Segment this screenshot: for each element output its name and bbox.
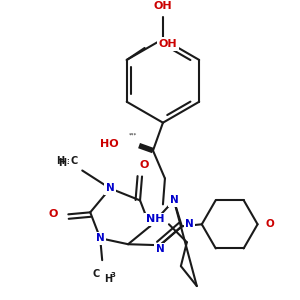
Text: 3: 3 [66,158,71,164]
Text: ***: *** [129,133,137,138]
Text: N: N [185,219,194,229]
Text: N: N [96,233,105,243]
Text: N: N [169,195,178,206]
Text: 3: 3 [110,272,115,278]
Text: O: O [266,219,274,229]
Text: O: O [49,209,58,219]
Text: O: O [139,160,149,170]
Text: C: C [93,269,100,279]
Text: N: N [156,244,164,254]
Text: H: H [58,158,66,167]
Text: N: N [106,183,115,194]
Text: H: H [104,274,112,284]
Text: OH: OH [159,39,177,49]
Text: C: C [71,158,78,167]
Text: HO: HO [100,139,119,148]
Text: C: C [71,155,78,166]
Text: NH: NH [146,214,164,224]
Text: 3: 3 [72,160,77,166]
Text: OH: OH [154,1,172,11]
Text: H: H [56,155,64,166]
